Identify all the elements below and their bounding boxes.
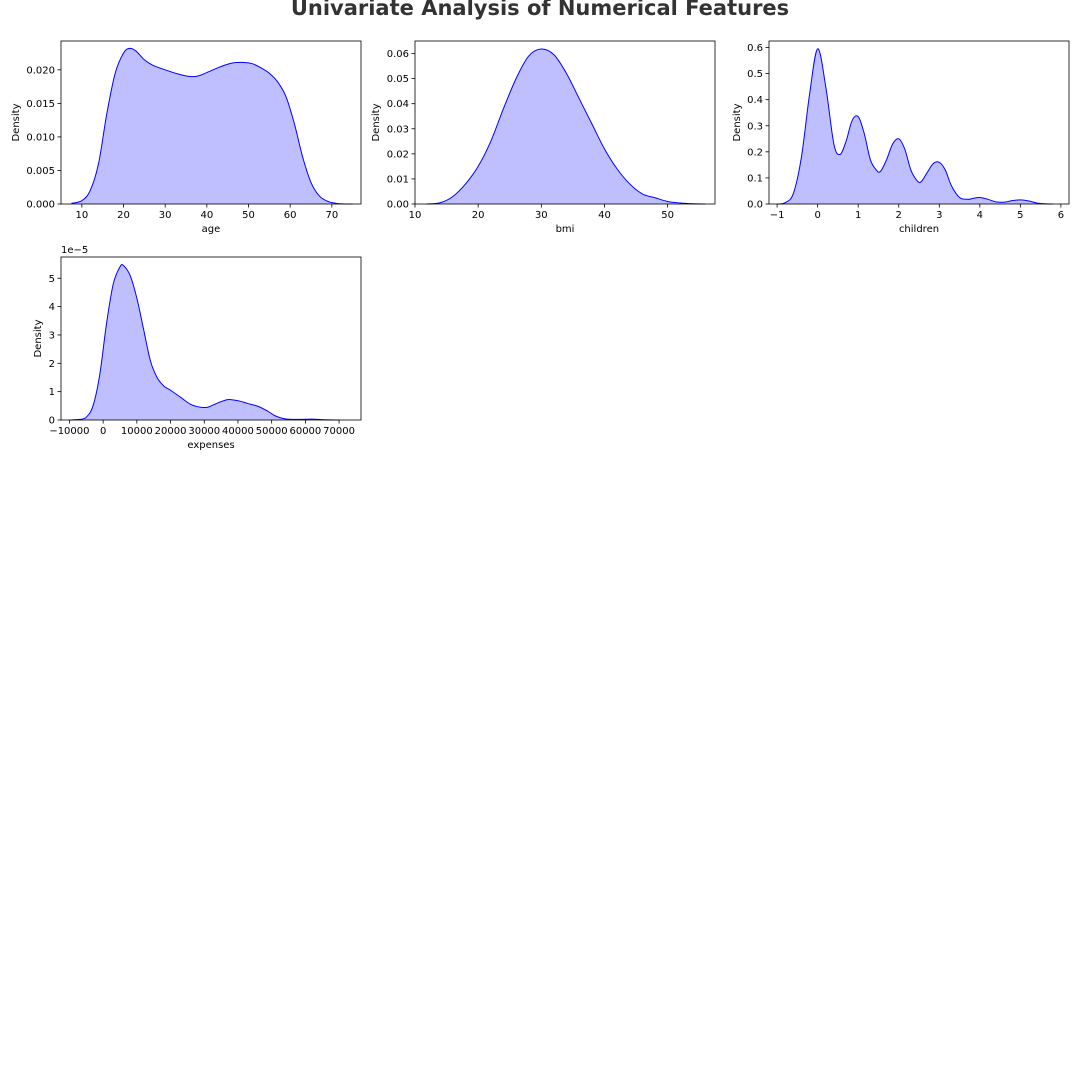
x-axis-label: bmi [556,224,575,235]
x-tick-label: 4 [977,210,983,221]
x-axis-label: age [202,224,221,235]
x-tick-label: 20 [472,210,485,221]
x-tick-label: 6 [1058,210,1064,221]
y-tick-label: 0.2 [747,147,763,158]
y-tick-label: 0.04 [387,99,409,110]
y-tick-label: 4 [49,302,55,313]
y-axis-label: Density [33,319,44,357]
x-tick-label: 70 [325,210,338,221]
x-tick-label: 30 [159,210,172,221]
y-tick-label: 1 [49,387,55,398]
x-tick-label: 50 [242,210,255,221]
x-tick-label: 20000 [155,426,187,437]
y-tick-label: 0.06 [387,49,409,60]
x-tick-label: 3 [936,210,942,221]
y-tick-label: 0.4 [747,95,763,106]
density-area [69,264,340,420]
x-axis-label: expenses [187,440,234,451]
y-axis-label: Density [11,103,22,141]
x-tick-label: 0 [814,210,820,221]
y-tick-label: 2 [49,359,55,370]
y-tick-label: 0.03 [387,124,409,135]
y-tick-label: 0.015 [26,99,55,110]
axes-frame [414,40,716,205]
density-line [69,264,340,421]
x-tick-label: −1 [770,210,785,221]
x-tick-label: 10000 [121,426,153,437]
y-tick-label: 0.005 [26,166,55,177]
x-tick-label: −10000 [49,426,89,437]
y-tick-label: 0.01 [387,174,409,185]
density-area [777,48,1053,204]
y-tick-label: 0.1 [747,173,763,184]
density-area [426,49,706,205]
y-tick-label: 0.05 [387,74,409,85]
x-tick-label: 30 [535,210,548,221]
subplot-bmi: 10 20 30 40 50 0.00 0.01 0.02 0.03 0.04 0.05 0.06 bm… [371,40,716,235]
x-tick-label: 5 [1017,210,1023,221]
subplot-children: −1 0 1 2 3 4 5 6 0.0 0.1 0.2 0.3 0.4 0.5 0.6 children De… [732,40,1070,235]
y-tick-label: 0.3 [747,121,763,132]
x-tick-label: 60000 [289,426,321,437]
x-tick-label: 40 [598,210,611,221]
y-tick-label: 0 [49,416,55,427]
axes-frame [60,256,362,421]
density-line [777,48,1053,205]
subplot-expenses: −10000 0 10000 20000 30000 40000 50000 60000 700… [33,245,362,451]
y-tick-label: 3 [49,330,55,341]
axes-frame [768,40,1070,205]
density-line [71,47,353,205]
x-tick-label: 20 [117,210,130,221]
x-tick-label: 40 [200,210,213,221]
x-tick-label: 50 [661,210,674,221]
y-offset-label: 1e−5 [61,245,88,256]
x-tick-label: 40000 [222,426,254,437]
x-tick-label: 1 [855,210,861,221]
subplot-age: 10 20 30 40 50 60 70 0.000 0.005 0.010 0.015 0.020 a… [11,40,362,235]
x-tick-label: 60 [284,210,297,221]
x-tick-label: 30000 [188,426,220,437]
y-tick-label: 0.02 [387,149,409,160]
x-tick-label: 2 [896,210,902,221]
x-tick-label: 0 [100,426,106,437]
y-tick-label: 0.5 [747,69,763,80]
figure-title: Univariate Analysis of Numerical Feature… [290,0,790,20]
y-tick-label: 0.010 [26,132,55,143]
y-axis-label: Density [371,103,382,141]
x-tick-label: 50000 [256,426,288,437]
y-tick-label: 0.020 [26,65,55,76]
y-axis-label: Density [732,103,743,141]
x-tick-label: 10 [75,210,88,221]
y-tick-label: 0.0 [747,200,763,211]
x-tick-label: 70000 [323,426,355,437]
y-tick-label: 0.00 [387,200,409,211]
x-axis-label: children [899,224,939,235]
y-tick-label: 5 [49,274,55,285]
y-tick-label: 0.6 [747,43,763,54]
density-area [71,48,353,205]
axes-frame [60,40,362,205]
y-tick-label: 0.000 [26,200,55,211]
density-line [426,48,706,205]
x-tick-label: 10 [409,210,422,221]
